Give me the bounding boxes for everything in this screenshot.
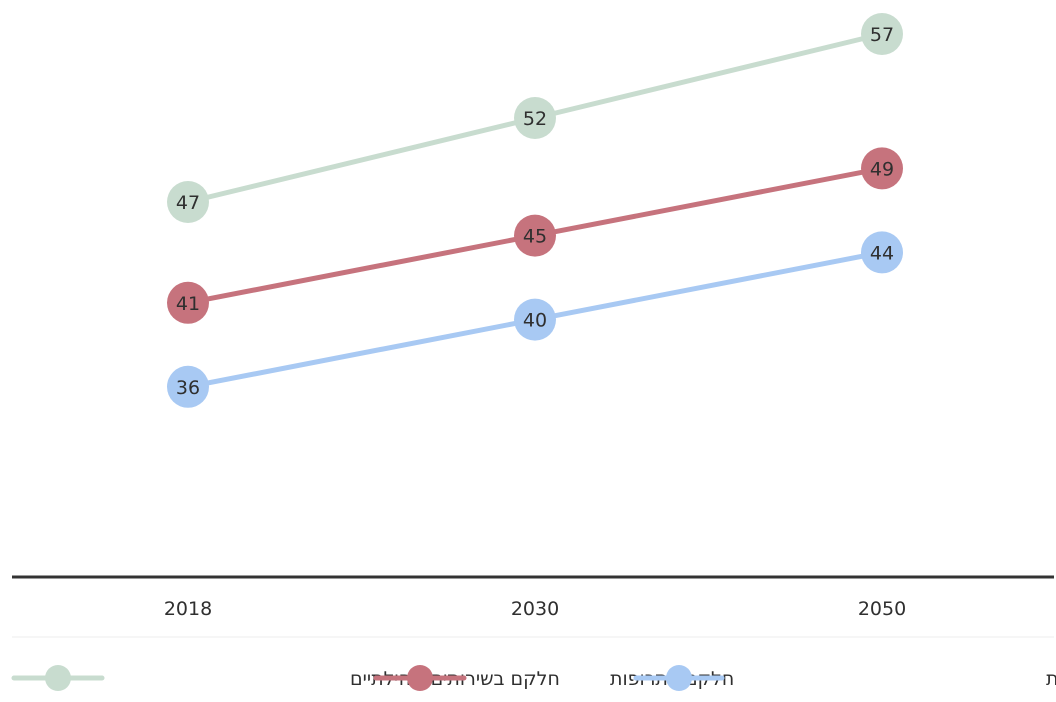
series-2-point-1 bbox=[514, 298, 556, 341]
legend-swatch-dot-2 bbox=[666, 665, 692, 691]
series-0-data-label-1: 52 bbox=[523, 108, 547, 130]
series-2-data-label-0: 36 bbox=[176, 377, 200, 399]
series-2-data-label-1: 40 bbox=[523, 310, 547, 332]
legend-item-0: חלקם בשירותים קהילתיים bbox=[11, 665, 560, 691]
x-tick-label-0: 2018 bbox=[164, 598, 212, 620]
series-layer: 47 52 57 41 45 49 36 40 44 bbox=[167, 13, 903, 408]
legend-item-2: חלקם בהוצאה הכללית על בריאות bbox=[633, 665, 1056, 691]
series-0-data-label-2: 57 bbox=[870, 24, 894, 46]
series-2-point-2 bbox=[861, 231, 903, 274]
series-0-point-1 bbox=[514, 97, 556, 139]
series-0-point-0 bbox=[167, 181, 209, 223]
series-0-point-2 bbox=[861, 13, 903, 55]
series-0: 47 52 57 bbox=[167, 13, 903, 223]
series-1-point-2 bbox=[861, 147, 903, 190]
series-2: 36 40 44 bbox=[167, 231, 903, 408]
series-2-data-label-2: 44 bbox=[870, 242, 894, 264]
series-1-point-1 bbox=[514, 214, 556, 257]
series-1-data-label-2: 49 bbox=[870, 158, 894, 180]
legend-label-2: חלקם בהוצאה הכללית על בריאות bbox=[1046, 668, 1056, 690]
series-2-point-0 bbox=[167, 365, 209, 408]
x-axis-ticks: 2018 2030 2050 bbox=[164, 598, 906, 620]
x-tick-label-1: 2030 bbox=[511, 598, 559, 620]
series-1-point-0 bbox=[167, 281, 209, 324]
series-0-data-label-0: 47 bbox=[176, 192, 200, 214]
x-tick-label-2: 2050 bbox=[858, 598, 906, 620]
series-1-data-label-0: 41 bbox=[176, 293, 200, 315]
series-1-data-label-1: 45 bbox=[523, 226, 547, 248]
legend-swatch-dot-0 bbox=[45, 665, 71, 691]
legend: חלקם בשירותים קהילתייםחלקם בתרופותחלקם ב… bbox=[11, 665, 1056, 691]
series-1: 41 45 49 bbox=[167, 147, 903, 324]
legend-swatch-dot-1 bbox=[407, 665, 433, 691]
